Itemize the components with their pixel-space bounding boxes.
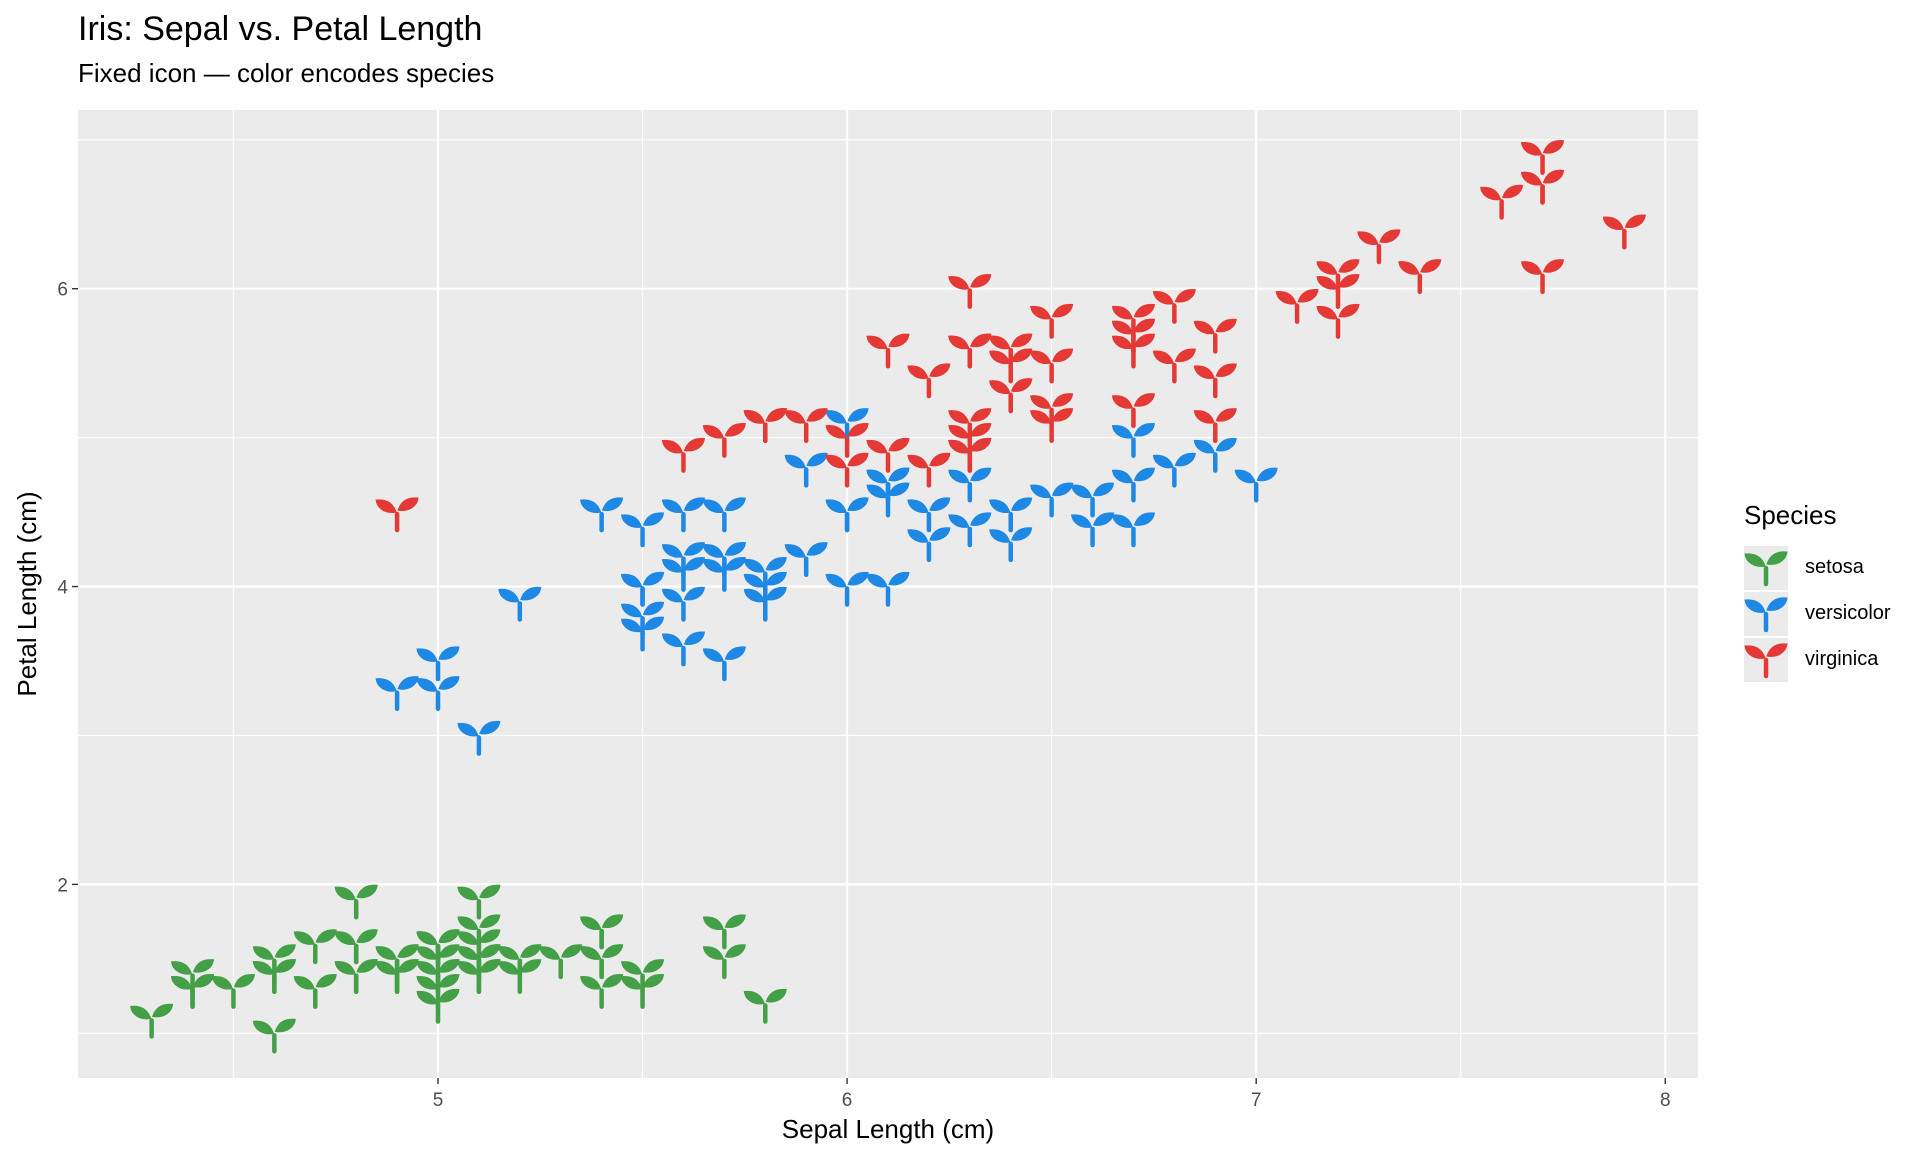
y-tick-label: 4 (57, 578, 68, 599)
x-tick-label: 8 (1660, 1090, 1671, 1111)
chart-subtitle: Fixed icon — color encodes species (78, 58, 495, 88)
chart-title: Iris: Sepal vs. Petal Length (78, 10, 483, 48)
x-tick-label: 5 (433, 1090, 444, 1111)
x-axis: 5 6 7 8 (433, 1078, 1671, 1111)
legend-title: Species (1744, 500, 1837, 530)
x-tick-label: 6 (842, 1090, 853, 1111)
legend-label-virginica: virginica (1805, 648, 1879, 670)
y-axis-title: Petal Length (cm) (12, 491, 42, 696)
x-axis-title: Sepal Length (cm) (782, 1114, 994, 1144)
legend-label-setosa: setosa (1805, 556, 1864, 578)
x-tick-label: 7 (1251, 1090, 1262, 1111)
y-tick-label: 2 (57, 875, 68, 896)
legend-label-versicolor: versicolor (1805, 602, 1891, 624)
legend-keys (1744, 546, 1788, 682)
y-tick-label: 6 (57, 280, 68, 301)
y-axis: 2 4 6 (57, 280, 78, 896)
